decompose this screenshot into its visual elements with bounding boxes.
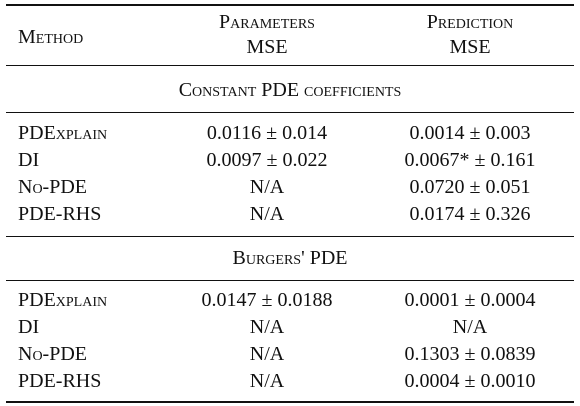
method-name: PDE-RHS [18,370,102,392]
section-rule [6,280,574,281]
method-name: No-PDE [18,343,87,365]
method-name: DI [18,316,40,338]
parameters-mse: N/A [249,316,285,338]
header-prediction: Prediction [426,11,514,33]
parameters-mse: N/A [249,343,285,365]
header-rule [6,65,574,66]
prediction-mse: 0.1303 ± 0.0839 [404,343,536,365]
method-name: PDExplain [18,122,108,144]
prediction-mse: 0.0174 ± 0.326 [409,203,531,225]
prediction-mse: 0.0067* ± 0.161 [404,149,536,171]
parameters-mse: 0.0116 ± 0.014 [206,122,328,144]
parameters-mse: N/A [249,370,285,392]
parameters-mse: 0.0097 ± 0.022 [206,149,328,171]
method-name: No-PDE [18,176,87,198]
method-name: PDE-RHS [18,203,102,225]
prediction-mse: N/A [452,316,488,338]
header-parameters: Parameters [219,11,315,33]
prediction-mse: 0.0004 ± 0.0010 [404,370,536,392]
section-rule [6,112,574,113]
section-title: Constant PDE coefficients [178,79,402,101]
prediction-mse: 0.0720 ± 0.051 [409,176,531,198]
section-rule [6,236,574,237]
header-parameters: MSE [246,36,288,58]
parameters-mse: N/A [249,176,285,198]
header-method: Method [18,26,84,48]
parameters-mse: 0.0147 ± 0.0188 [201,289,333,311]
prediction-mse: 0.0014 ± 0.003 [409,122,531,144]
header-prediction: MSE [449,36,491,58]
method-name: PDExplain [18,289,108,311]
method-name: DI [18,149,40,171]
bottom-rule [6,401,574,403]
parameters-mse: N/A [249,203,285,225]
top-rule [6,4,574,6]
prediction-mse: 0.0001 ± 0.0004 [404,289,536,311]
section-title: Burgers' PDE [232,247,348,269]
